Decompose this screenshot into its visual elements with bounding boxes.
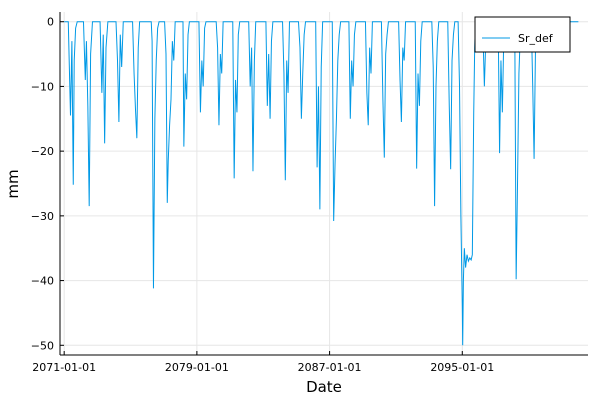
axes bbox=[59, 12, 588, 356]
legend-label: Sr_def bbox=[518, 32, 554, 45]
ticks: 2071-01-01 2079-01-01 2087-01-01 2095-01-01… bbox=[31, 16, 494, 374]
y-tick-label: −20 bbox=[31, 145, 54, 158]
x-tick-label: 2079-01-01 bbox=[165, 361, 229, 374]
y-axis-title: mm bbox=[4, 169, 22, 198]
y-tick-label: −50 bbox=[31, 339, 54, 352]
legend-box bbox=[474, 16, 571, 53]
series-line-Sr_def bbox=[64, 21, 579, 346]
x-tick-label: 2095-01-01 bbox=[430, 361, 494, 374]
x-axis-title: Date bbox=[306, 378, 342, 396]
x-tick-label: 2087-01-01 bbox=[298, 361, 362, 374]
y-tick-label: −10 bbox=[31, 80, 54, 93]
x-tick-label: 2071-01-01 bbox=[32, 361, 96, 374]
y-tick-label: 0 bbox=[47, 16, 54, 29]
series-layer bbox=[64, 21, 579, 346]
legend: Sr_def bbox=[474, 16, 571, 53]
y-tick-label: −30 bbox=[31, 210, 54, 223]
y-tick-label: −40 bbox=[31, 275, 54, 288]
